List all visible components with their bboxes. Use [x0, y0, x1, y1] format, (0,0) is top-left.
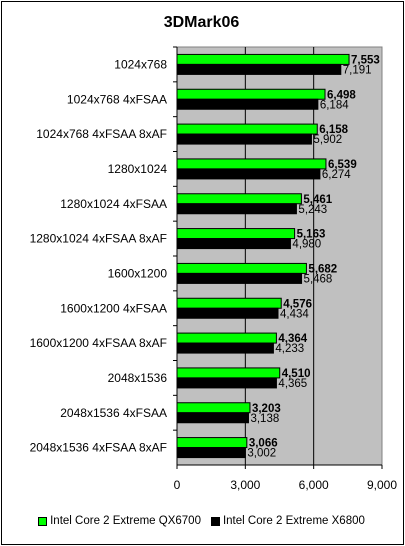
legend-swatch-series-2	[210, 516, 220, 526]
bar-x6800	[176, 447, 246, 459]
legend-swatch-series-1	[38, 516, 48, 526]
bar-qx6700	[176, 402, 251, 414]
data-label: 4,365	[278, 378, 307, 390]
data-label: 4,434	[280, 308, 309, 320]
data-label: 5,468	[304, 273, 333, 285]
category-label: 1280x1024 4xFSAA 8xAF	[30, 232, 167, 246]
category-label: 2048x1536	[108, 371, 168, 385]
legend-label-series-1: Intel Core 2 Extreme QX6700	[50, 515, 201, 527]
legend: Intel Core 2 Extreme QX6700 Intel Core 2…	[0, 515, 403, 527]
data-label: 3,203	[252, 403, 281, 415]
x-tick-label: 9,000	[367, 478, 397, 492]
category-label: 1024x768	[114, 57, 167, 71]
data-label: 5,902	[313, 134, 342, 146]
category-label: 1024x768 4xFSAA	[67, 92, 167, 106]
bar-x6800	[176, 168, 321, 180]
data-label: 6,274	[322, 169, 351, 181]
data-label: 6,184	[320, 99, 349, 111]
bar-qx6700	[176, 228, 296, 240]
data-label: 5,163	[297, 229, 326, 241]
x-tick-label: 3,000	[230, 478, 260, 492]
bar-qx6700	[176, 88, 326, 100]
chart-title: 3DMark06	[163, 14, 240, 31]
category-label: 1280x1024 4xFSAA	[60, 197, 167, 211]
data-label: 6,158	[319, 124, 348, 136]
bar-qx6700	[176, 158, 327, 170]
data-label: 4,576	[283, 298, 312, 310]
category-label: 1600x1200	[108, 266, 168, 280]
data-label: 5,243	[298, 204, 327, 216]
data-label: 4,364	[278, 333, 307, 345]
bar-x6800	[176, 307, 279, 319]
data-label: 7,191	[343, 64, 372, 76]
bar-x6800	[176, 272, 303, 284]
legend-label-series-2: Intel Core 2 Extreme X6800	[222, 515, 365, 527]
bar-x6800	[176, 203, 297, 215]
data-label: 4,233	[275, 343, 304, 355]
bar-qx6700	[176, 123, 318, 135]
category-label: 1024x768 4xFSAA 8xAF	[36, 127, 167, 141]
data-label: 6,498	[327, 89, 356, 101]
bar-qx6700	[176, 53, 350, 65]
bar-qx6700	[176, 297, 282, 309]
category-label: 1600x1200 4xFSAA	[60, 301, 167, 315]
legend-item-series-2: Intel Core 2 Extreme X6800	[210, 515, 365, 527]
bar-qx6700	[176, 367, 281, 379]
category-label: 1600x1200 4xFSAA 8xAF	[30, 336, 167, 350]
data-label: 3,002	[247, 448, 276, 460]
data-label: 5,682	[308, 263, 337, 275]
data-label: 4,980	[292, 239, 321, 251]
data-label: 4,510	[282, 368, 311, 380]
data-label: 7,553	[351, 54, 380, 66]
category-label: 2048x1536 4xFSAA	[60, 406, 167, 420]
bar-x6800	[176, 63, 342, 75]
x-tick-label: 0	[174, 478, 181, 492]
data-label: 3,138	[250, 413, 279, 425]
bar-qx6700	[176, 193, 302, 205]
bar-qx6700	[176, 262, 307, 274]
bar-x6800	[176, 342, 274, 354]
bar-qx6700	[176, 332, 277, 344]
data-label: 5,461	[303, 194, 332, 206]
data-label: 3,066	[249, 438, 278, 450]
category-label: 2048x1536 4xFSAA 8xAF	[30, 441, 167, 455]
bar-x6800	[176, 377, 277, 389]
bar-x6800	[176, 133, 312, 145]
bar-x6800	[176, 98, 319, 110]
bar-x6800	[176, 412, 249, 424]
legend-item-series-1: Intel Core 2 Extreme QX6700	[38, 515, 201, 527]
plot-area	[176, 46, 383, 466]
bar-qx6700	[176, 437, 248, 449]
bar-x6800	[176, 238, 291, 250]
x-tick-label: 6,000	[299, 478, 329, 492]
data-label: 6,539	[328, 159, 357, 171]
category-label: 1280x1024	[108, 162, 168, 176]
